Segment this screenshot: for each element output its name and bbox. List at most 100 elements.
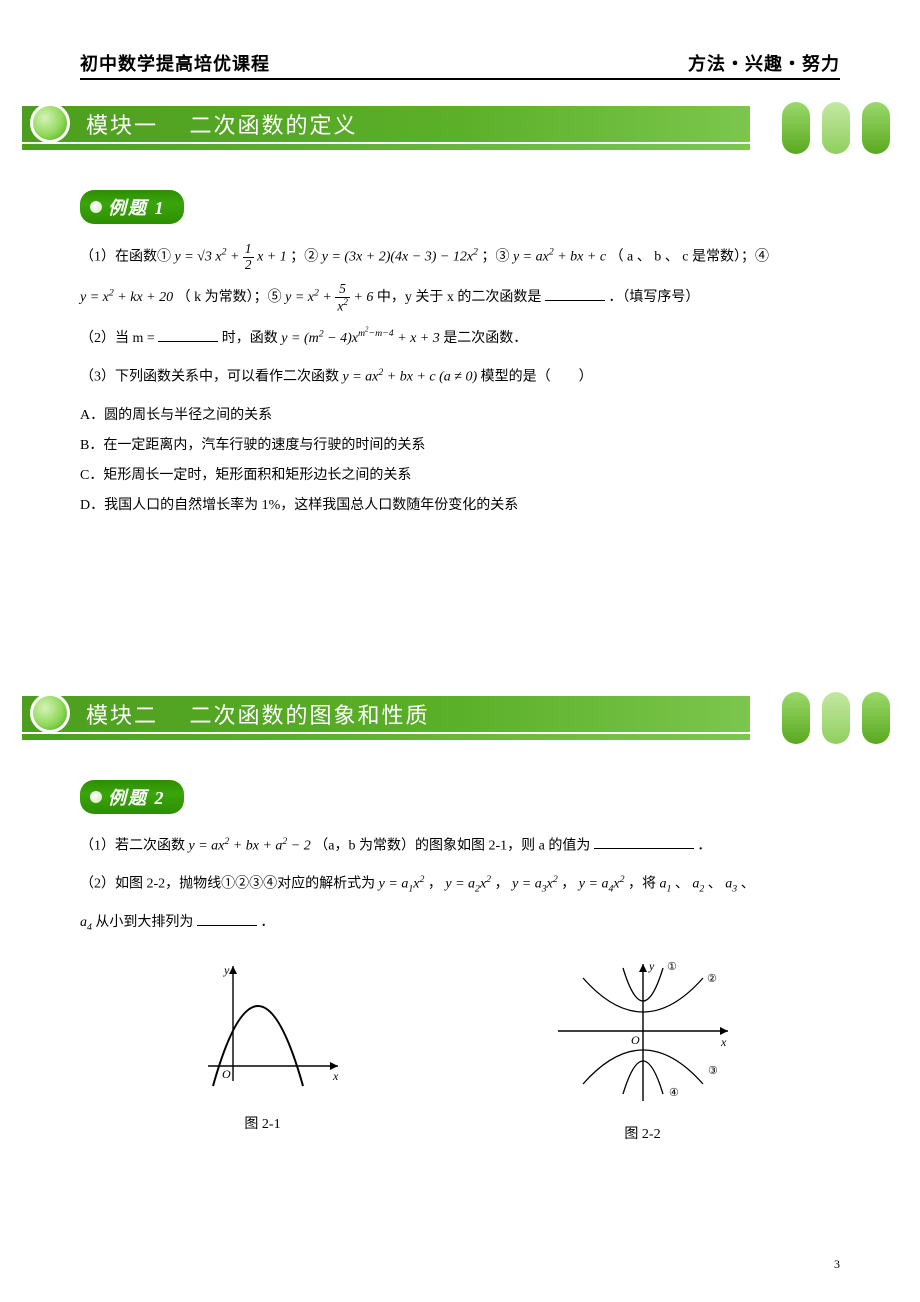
figure-2-1: y x O 图 2-1	[178, 956, 348, 1149]
module-pills	[782, 692, 890, 744]
fig2-label-4: ④	[669, 1087, 679, 1099]
q3-lead-line: （3）下列函数关系中，可以看作二次函数 y = ax2 + bx + c (a …	[80, 363, 840, 392]
figure-2-2-svg: y x O ① ② ③ ④	[543, 956, 743, 1106]
q1-eq4b: + kx + 20	[117, 290, 173, 305]
q5-e4: y = a	[579, 877, 609, 892]
dot-icon	[90, 791, 102, 803]
q1-paren3: （ a 、 b 、 c 是常数）；④	[610, 249, 769, 264]
q2-lead: （2）当 m =	[80, 331, 158, 346]
q3-option-b: B．在一定距离内，汽车行驶的速度与行驶的时间的关系	[80, 432, 840, 460]
q1-frac1: 12	[243, 242, 254, 272]
module-bar: 模块二 二次函数的图象和性质	[22, 696, 750, 732]
q1-eq1b: +	[230, 249, 243, 264]
figure-2-2-caption: 图 2-2	[543, 1121, 743, 1149]
q4-lead: （1）若二次函数	[80, 838, 189, 853]
fig1-y-label: y	[223, 963, 230, 977]
fig2-label-3: ③	[708, 1065, 718, 1077]
header-right: 方法・兴趣・努力	[688, 50, 840, 76]
q2-eq: y = (m	[281, 331, 318, 346]
q1-tail2: ．（填写序号）	[608, 290, 699, 305]
q5-line: （2）如图 2-2，抛物线①②③④对应的解析式为 y = a1x2 ， y = …	[80, 870, 840, 899]
q5-tail-b: ．	[260, 915, 274, 930]
fig2-o-label: O	[631, 1033, 640, 1047]
page-number: 3	[834, 1257, 840, 1272]
fig1-o-label: O	[222, 1067, 231, 1081]
q1-line1: （1）在函数① y = √3 x2 + 12 x + 1 ；② y = (3x …	[80, 242, 840, 272]
example-1-badge: 例题 1	[80, 190, 184, 224]
q4-blank	[594, 835, 694, 849]
q2-eq2: − 4)x	[327, 331, 358, 346]
figures-row: y x O 图 2-1 y x O	[80, 956, 840, 1149]
q1-eq3: y = ax	[513, 249, 549, 264]
module-2-num: 模块二	[86, 703, 158, 728]
q4-eq2: + bx + a	[233, 838, 283, 853]
module-1-banner: 模块一 二次函数的定义	[22, 102, 920, 156]
q4-tail: ．	[697, 838, 711, 853]
figure-2-1-caption: 图 2-1	[178, 1111, 348, 1139]
q1-eq1a: y = √3 x	[175, 249, 222, 264]
example-2-label: 例题 2	[108, 784, 166, 810]
q5-lead: （2）如图 2-2，抛物线①②③④对应的解析式为	[80, 877, 379, 892]
pill-icon	[782, 692, 810, 744]
pill-icon	[782, 102, 810, 154]
figure-2-2: y x O ① ② ③ ④ 图 2-2	[543, 956, 743, 1149]
q1-eq3b: + bx + c	[557, 249, 606, 264]
q2-tail: 是二次函数．	[443, 331, 527, 346]
q1-frac5: 5x2	[335, 282, 350, 314]
q3-option-c: C．矩形周长一定时，矩形面积和矩形边长之间的关系	[80, 462, 840, 490]
q1-paren4: （ k 为常数）；⑤	[177, 290, 286, 305]
q4-eq: y = ax	[189, 838, 225, 853]
q1-sep1: ；②	[290, 249, 322, 264]
figure-2-1-svg: y x O	[178, 956, 348, 1096]
q5-tail-a: 从小到大排列为	[95, 915, 197, 930]
q3-option-d: D．我国人口的自然增长率为 1%，这样我国总人口数随年份变化的关系	[80, 492, 840, 520]
module-1-num: 模块一	[86, 113, 158, 138]
pill-icon	[862, 102, 890, 154]
q1-tail: 中，y 关于 x 的二次函数是	[377, 290, 542, 305]
q3-mid: 模型的是（ ）	[481, 370, 593, 385]
q1-eq1c: x + 1	[257, 249, 287, 264]
q2-line: （2）当 m = 时，函数 y = (m2 − 4)xm2−m−4 + x + …	[80, 324, 840, 353]
module-2-title: 二次函数的图象和性质	[190, 703, 430, 728]
q1-eq2: y = (3x + 2)(4x − 3) − 12x	[322, 249, 473, 264]
module-circle-icon	[30, 103, 70, 143]
example-2-badge: 例题 2	[80, 780, 184, 814]
module-2-banner: 模块二 二次函数的图象和性质	[22, 692, 920, 746]
q1-eq5a: y = x	[285, 290, 314, 305]
fig2-label-1: ①	[667, 961, 677, 973]
module-1-title: 二次函数的定义	[190, 113, 358, 138]
q5-e2: y = a	[445, 877, 475, 892]
q1-sep2: ；③	[481, 249, 513, 264]
page-header: 初中数学提高培优课程 方法・兴趣・努力	[80, 50, 840, 80]
example-1-label: 例题 1	[108, 194, 166, 220]
q1-eq5b: +	[322, 290, 335, 305]
q3-eq: y = ax	[343, 370, 379, 385]
example-1-content: （1）在函数① y = √3 x2 + 12 x + 1 ；② y = (3x …	[80, 242, 840, 520]
q2-eq3: + x + 3	[397, 331, 440, 346]
q1-line2: y = x2 + kx + 20 （ k 为常数）；⑤ y = x2 + 5x2…	[80, 282, 840, 314]
q2-mid: 时，函数	[222, 331, 282, 346]
q2-blank	[158, 328, 218, 342]
q4-line: （1）若二次函数 y = ax2 + bx + a2 − 2 （a，b 为常数）…	[80, 832, 840, 861]
module-circle-icon	[30, 693, 70, 733]
module-pills	[782, 102, 890, 154]
dot-icon	[90, 201, 102, 213]
module-underline	[22, 144, 750, 150]
q1-blank	[545, 287, 605, 301]
q4-paren: （a，b 为常数）的图象如图 2-1，则 a 的值为	[314, 838, 590, 853]
fig2-x-label: x	[720, 1035, 727, 1049]
pill-icon	[862, 692, 890, 744]
header-left: 初中数学提高培优课程	[80, 50, 270, 76]
fig1-x-label: x	[332, 1069, 339, 1083]
q4-eq3: − 2	[291, 838, 311, 853]
fig2-y-label: y	[648, 959, 655, 973]
module-bar: 模块一 二次函数的定义	[22, 106, 750, 142]
q1-eq4: y = x	[80, 290, 109, 305]
module-underline	[22, 734, 750, 740]
q3-eq2: + bx + c (a ≠ 0)	[387, 370, 477, 385]
module-2-label: 模块二 二次函数的图象和性质	[86, 698, 430, 730]
pill-icon	[822, 102, 850, 154]
q5-blank	[197, 912, 257, 926]
example-2-content: （1）若二次函数 y = ax2 + bx + a2 − 2 （a，b 为常数）…	[80, 832, 840, 1149]
fig2-label-2: ②	[707, 973, 717, 985]
